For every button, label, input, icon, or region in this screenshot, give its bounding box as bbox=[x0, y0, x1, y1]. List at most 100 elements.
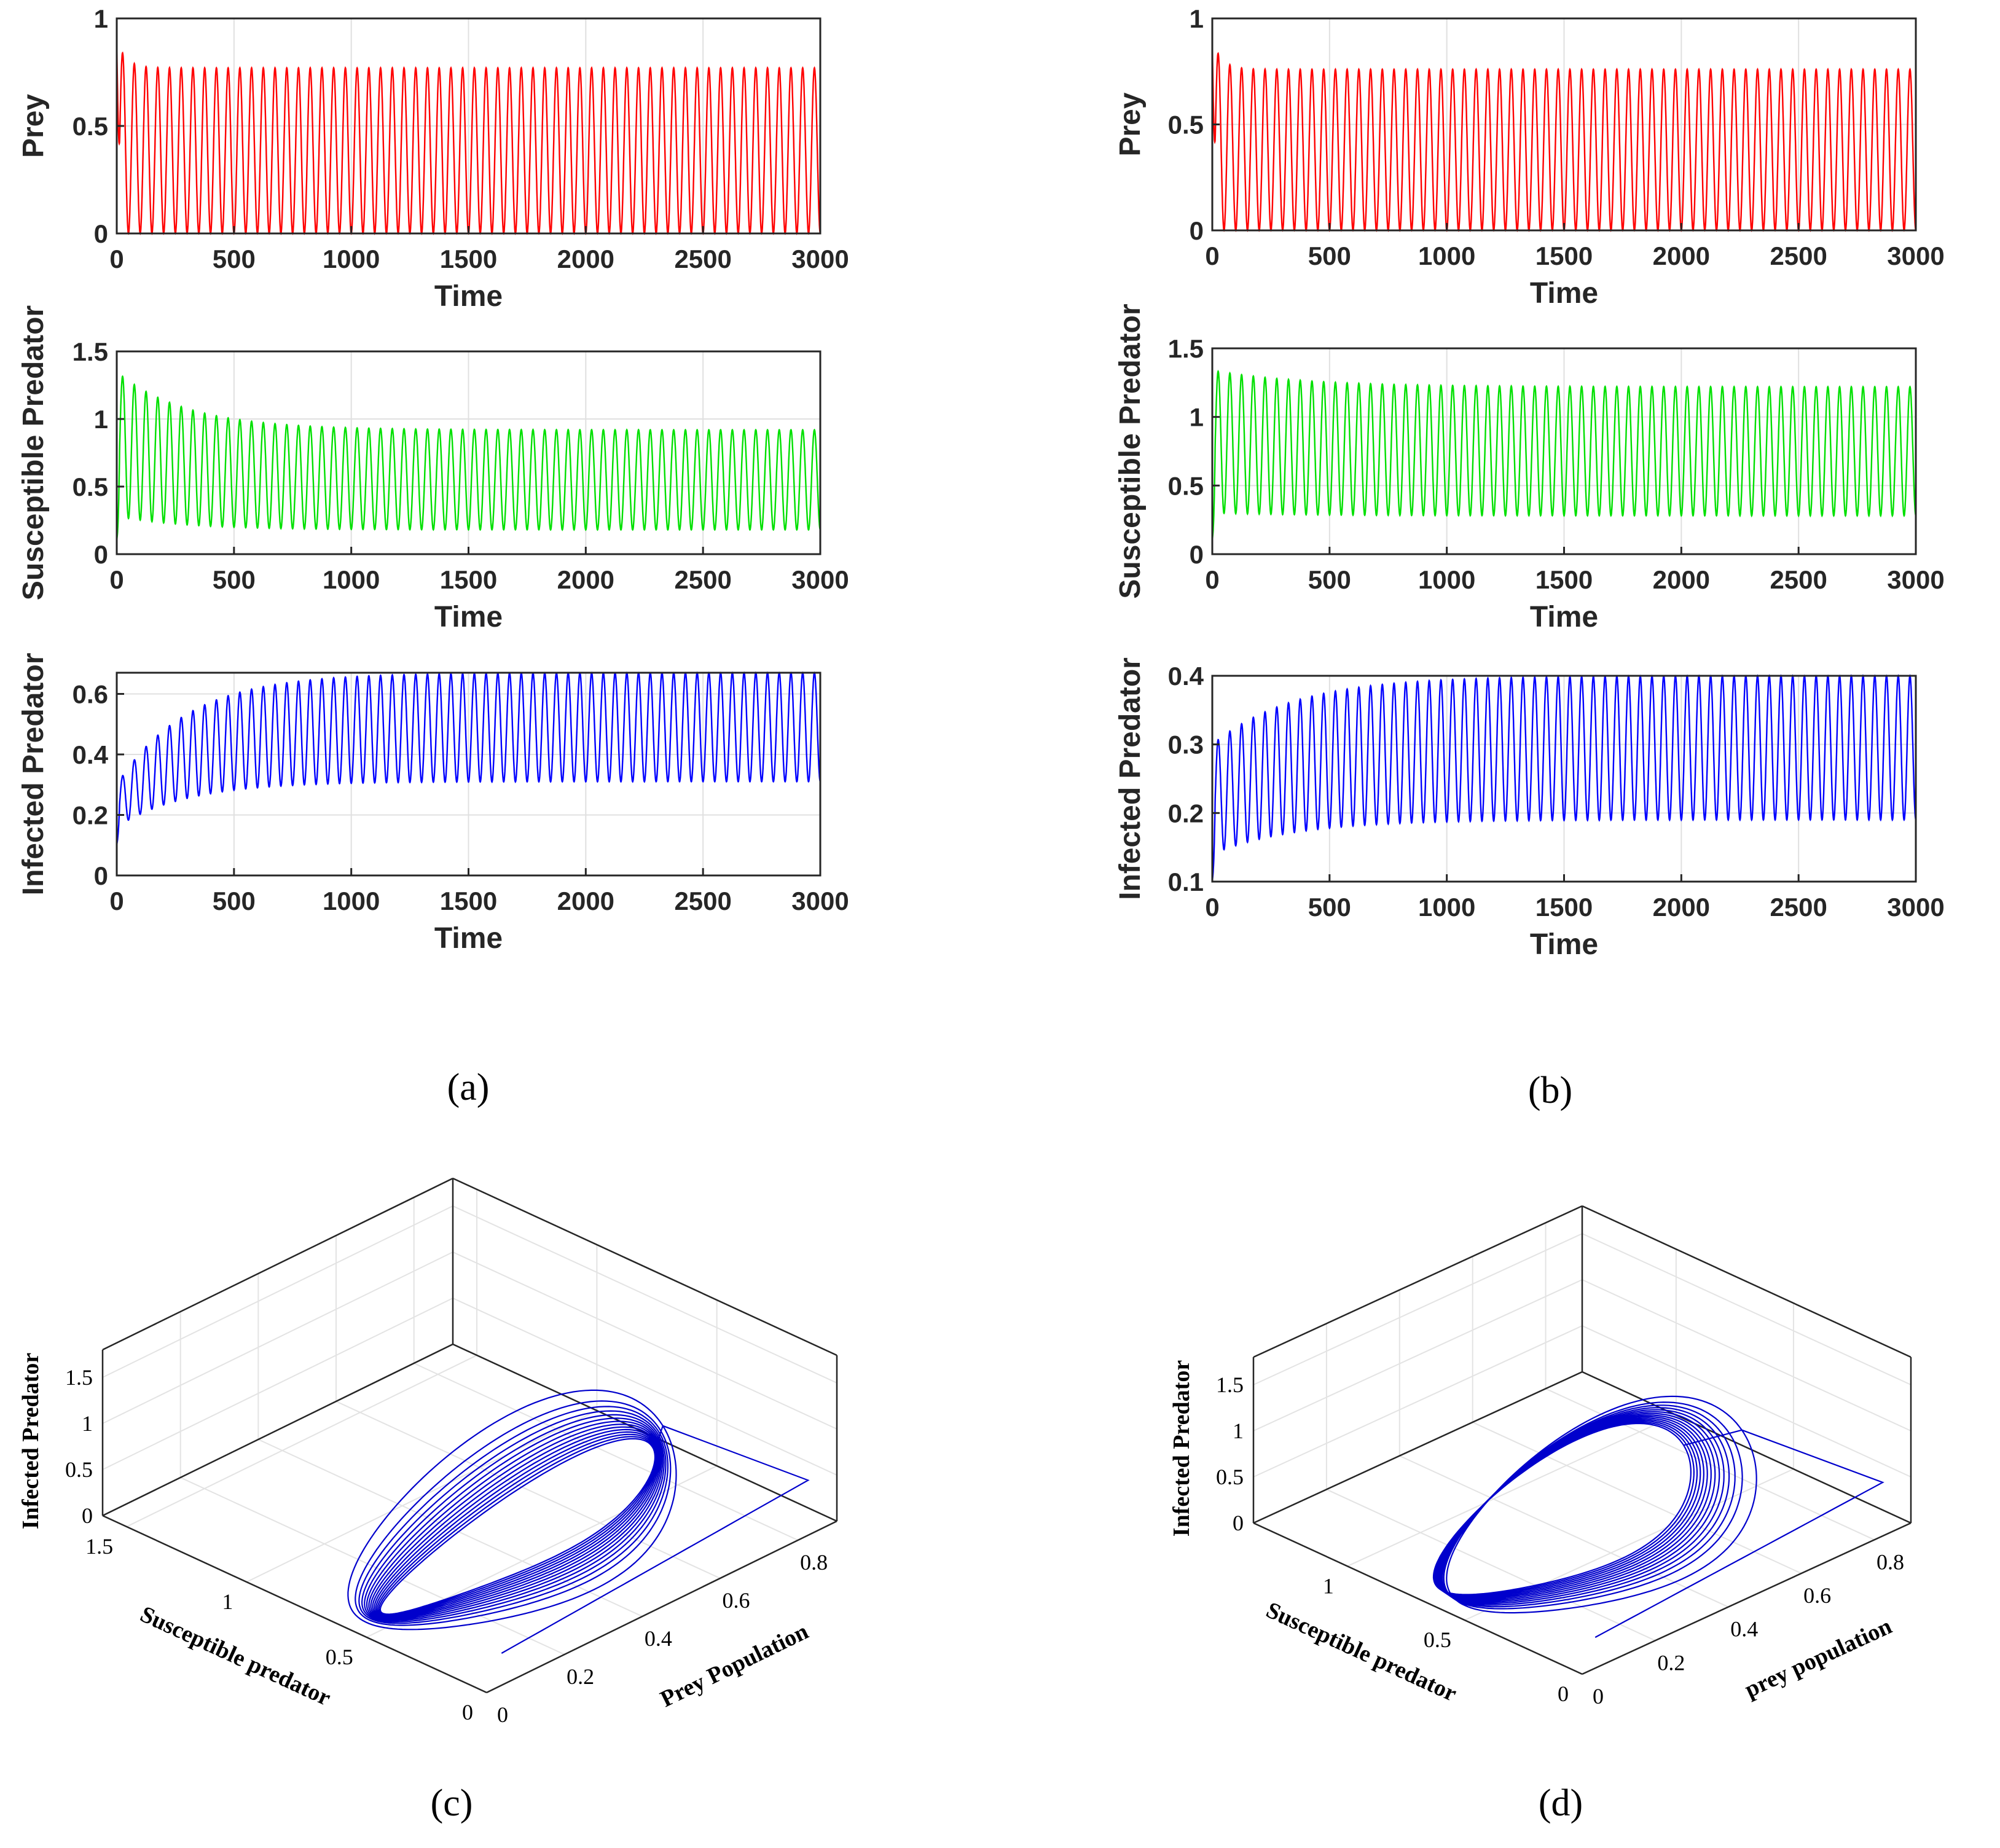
back-wall-gridline bbox=[1253, 1233, 1583, 1385]
x-tick-label: 2000 bbox=[557, 565, 614, 594]
y-tick-label: 0.6 bbox=[73, 679, 108, 708]
floor-gridline bbox=[257, 1439, 643, 1617]
z-tick-label: 1.5 bbox=[65, 1365, 93, 1390]
axes-edge bbox=[102, 1514, 487, 1694]
x-tick-label: 0 bbox=[1205, 241, 1219, 270]
axes-edge bbox=[452, 1343, 837, 1522]
x-tick-label: 3000 bbox=[1887, 893, 1944, 922]
x-tick-label: 2500 bbox=[1770, 565, 1827, 594]
y-axis-label: Prey bbox=[17, 94, 50, 158]
floor-gridline bbox=[1347, 1414, 1677, 1567]
floor-gridline bbox=[335, 1401, 721, 1579]
side-wall-gridline bbox=[452, 1205, 837, 1384]
series-line bbox=[116, 375, 821, 541]
y-tick-label: 1 bbox=[94, 405, 108, 434]
x-axis-label: Time bbox=[434, 922, 503, 955]
z-tick-label: 0 bbox=[82, 1503, 93, 1528]
y-axis-label: Susceptible Predator bbox=[1114, 303, 1147, 598]
y-axis-label: Prey bbox=[1114, 92, 1147, 156]
back-wall-gridline bbox=[102, 1251, 453, 1424]
z-tick-label: 1 bbox=[82, 1411, 93, 1436]
x-axis-label: Time bbox=[434, 280, 503, 313]
y-tick-label: 1 bbox=[1190, 4, 1204, 33]
x-tick-label: 500 bbox=[213, 887, 256, 915]
x-tick-label: 1500 bbox=[440, 245, 497, 273]
x-axis-label: Time bbox=[1530, 277, 1598, 310]
axes-edge bbox=[1253, 1371, 1583, 1524]
axes-edge bbox=[1253, 1205, 1583, 1358]
y-tick-label: 1 bbox=[1323, 1573, 1334, 1598]
y-tick-label: 0.5 bbox=[1168, 111, 1204, 139]
x-tick-label: 3000 bbox=[1887, 565, 1944, 594]
y-tick-label: 0.3 bbox=[1168, 730, 1204, 759]
x-tick-label: 0 bbox=[109, 565, 124, 594]
y-tick-label: 0 bbox=[94, 540, 108, 569]
x-tick-label: 500 bbox=[213, 565, 256, 594]
x-tick-label: 0.2 bbox=[1657, 1650, 1685, 1675]
x-tick-label: 2000 bbox=[1653, 893, 1710, 922]
y-tick-label: 0.5 bbox=[73, 472, 108, 501]
x-tick-label: 1000 bbox=[1418, 565, 1475, 594]
side-wall-gridline bbox=[1582, 1279, 1912, 1431]
x-tick-label: 0.4 bbox=[1730, 1617, 1758, 1642]
x-tick-label: 0.8 bbox=[800, 1550, 828, 1575]
axes-edge bbox=[1582, 1371, 1912, 1524]
x-tick-label: 0 bbox=[1205, 565, 1219, 594]
x-tick-label: 2500 bbox=[1770, 241, 1827, 270]
panel-label: (a) bbox=[447, 1067, 490, 1108]
axes-edge bbox=[1253, 1522, 1583, 1675]
y-tick-label: 0 bbox=[462, 1700, 473, 1725]
x-tick-label: 2500 bbox=[674, 887, 731, 915]
y-tick-label: 0 bbox=[94, 219, 108, 248]
side-wall-gridline bbox=[1582, 1233, 1912, 1385]
y-axis-label: Susceptible Predator bbox=[17, 305, 50, 600]
subplot-infected-predator: 0 500 1000 1500 2000 2500 3000 0.1 0.2 0.3 0.4 Time… bbox=[1114, 657, 1945, 961]
y-tick-label: 0.2 bbox=[1168, 799, 1204, 828]
x-tick-label: 0.2 bbox=[567, 1664, 594, 1689]
x-tick-label: 0.8 bbox=[1876, 1549, 1904, 1574]
subplot-prey: 0 500 1000 1500 2000 2500 3000 0 0.5 1 Time Prey bbox=[1114, 4, 1945, 310]
x-axis-label: Time bbox=[1530, 928, 1598, 961]
axes-edge bbox=[102, 1177, 453, 1351]
x-tick-label: 500 bbox=[1308, 893, 1351, 922]
x-tick-label: 500 bbox=[1308, 565, 1351, 594]
y-tick-label: 0.5 bbox=[1424, 1627, 1451, 1652]
x-tick-label: 1500 bbox=[1535, 565, 1593, 594]
x-tick-label: 3000 bbox=[791, 245, 849, 273]
panel-label: (c) bbox=[431, 1782, 473, 1824]
axes-edge bbox=[452, 1177, 837, 1357]
x-tick-label: 0.6 bbox=[723, 1588, 750, 1613]
y-tick-label: 0 bbox=[1558, 1682, 1569, 1706]
x-axis-label: Time bbox=[434, 601, 503, 633]
subplot-infected-predator: 0 500 1000 1500 2000 2500 3000 0 0.2 0.4 0.6 Time In… bbox=[17, 653, 849, 955]
x-tick-label: 1000 bbox=[323, 887, 380, 915]
y-tick-label: 1.5 bbox=[73, 337, 108, 366]
x-tick-label: 0 bbox=[497, 1702, 508, 1727]
trajectory-line bbox=[1432, 1395, 1884, 1639]
trajectory-line bbox=[347, 1389, 810, 1654]
side-wall-gridline bbox=[1582, 1325, 1912, 1478]
z-axis-label: Infected Predator bbox=[18, 1353, 44, 1530]
x-tick-label: 500 bbox=[1308, 241, 1351, 270]
x-tick-label: 1500 bbox=[440, 565, 497, 594]
x-tick-label: 3000 bbox=[791, 565, 849, 594]
x-tick-label: 2500 bbox=[674, 565, 731, 594]
floor-gridline bbox=[1326, 1489, 1656, 1642]
series-line bbox=[1211, 674, 1917, 882]
x-tick-label: 0 bbox=[109, 245, 124, 273]
subplot-susceptible-predator: 0 500 1000 1500 2000 2500 3000 0 0.5 1 1.5 Time Susc… bbox=[17, 305, 849, 633]
side-wall-gridline bbox=[452, 1298, 837, 1476]
y-tick-label: 0.2 bbox=[73, 801, 108, 829]
x-tick-label: 0.4 bbox=[645, 1626, 672, 1651]
y-tick-label: 0 bbox=[94, 861, 108, 890]
panel-label: (d) bbox=[1539, 1782, 1583, 1824]
side-wall-gridline bbox=[452, 1251, 837, 1430]
x-tick-label: 0.6 bbox=[1803, 1583, 1831, 1608]
series-line bbox=[1211, 369, 1917, 541]
x-tick-label: 1000 bbox=[323, 245, 380, 273]
back-wall-gridline bbox=[102, 1205, 453, 1378]
x-tick-label: 0 bbox=[1593, 1684, 1604, 1709]
back-wall-gridline bbox=[1253, 1325, 1583, 1478]
